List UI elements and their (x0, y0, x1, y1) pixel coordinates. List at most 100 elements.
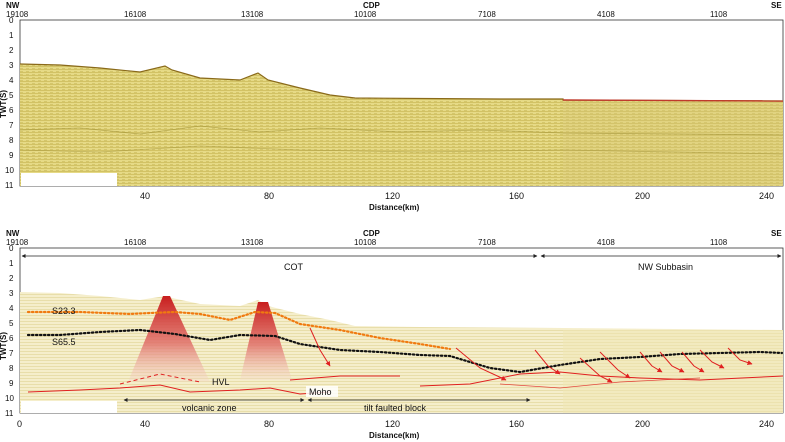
bottom-y-tick: 2 (9, 274, 14, 283)
fault-line (534, 349, 561, 375)
bottom-cdp-title: CDP (363, 229, 381, 238)
bottom-blank-area (21, 401, 117, 413)
fault-line (727, 347, 753, 365)
volcano-right (240, 302, 292, 380)
top-deep-shading (563, 100, 783, 186)
top-cdp-tick: 19108 (6, 10, 29, 19)
bottom-y-title: TWT(S) (0, 332, 8, 360)
top-y-tick: 2 (9, 46, 14, 55)
top-y-tick: 3 (9, 61, 14, 70)
bottom-cdp-tick: 10108 (354, 238, 377, 247)
fault-line (309, 327, 331, 367)
top-y-tick: 5 (9, 91, 14, 100)
bottom-x-tick: 240 (759, 419, 774, 429)
top-cdp-tick: 7108 (478, 10, 496, 19)
bottom-cdp-tick: 7108 (478, 238, 496, 247)
bottom-deep-shading (563, 330, 783, 413)
top-y-axis: 0 1 2 3 4 5 6 7 8 9 10 11 TWT(S) (0, 16, 14, 190)
bottom-y-tick: 3 (9, 289, 14, 298)
hvl-right-line (289, 375, 400, 381)
bottom-y-tick: 5 (9, 319, 14, 328)
horizon-s23 (26, 310, 452, 351)
top-blank-area (21, 173, 117, 186)
fault-line (579, 357, 613, 383)
s65-label: S65.5 (52, 337, 76, 347)
top-y-tick: 7 (9, 121, 14, 130)
basement-reflector (419, 371, 784, 387)
top-y-tick: 0 (9, 16, 14, 25)
bottom-nw-label: NW (6, 229, 20, 238)
bottom-y-tick: 10 (5, 394, 14, 403)
top-cdp-tick: 4108 (597, 10, 615, 19)
bottom-y-tick: 8 (9, 364, 14, 373)
moho-label-bg (306, 386, 338, 397)
bottom-y-tick: 1 (9, 259, 14, 268)
top-seismic-section (20, 64, 783, 186)
horizon-s65 (26, 328, 784, 374)
bottom-x-title: Distance(km) (369, 431, 420, 440)
top-cdp-tick: 10108 (354, 10, 377, 19)
bottom-x-tick: 200 (635, 419, 650, 429)
cot-label: COT (284, 262, 304, 272)
bottom-y-tick: 6 (9, 334, 14, 343)
volcanic-zone-label: volcanic zone (182, 403, 237, 413)
top-x-title: Distance(km) (369, 203, 420, 212)
bottom-se-label: SE (771, 229, 782, 238)
top-seafloor (19, 63, 784, 102)
top-cdp-tick: 13108 (241, 10, 264, 19)
bottom-x-tick: 80 (264, 419, 274, 429)
bottom-x-tick: 120 (385, 419, 400, 429)
s23-label: S23.3 (52, 306, 76, 316)
top-cdp-tick: 1108 (710, 10, 728, 19)
bottom-y-tick: 4 (9, 304, 14, 313)
bottom-cdp-tick: 4108 (597, 238, 615, 247)
deep-red-reflector (27, 384, 331, 395)
top-reflector (19, 125, 784, 136)
top-y-tick: 1 (9, 31, 14, 40)
top-nw-label: NW (6, 1, 20, 10)
bottom-x-tick: 160 (509, 419, 524, 429)
fault-line (659, 351, 685, 373)
top-x-tick: 80 (264, 191, 274, 201)
top-reflector (19, 145, 784, 155)
top-x-tick: 240 (759, 191, 774, 201)
fault-line (681, 351, 705, 373)
basement-reflector-lower (499, 377, 701, 389)
fault-line (699, 349, 725, 369)
top-y-title: TWT(S) (0, 90, 8, 118)
bottom-cdp-tick: 1108 (710, 238, 728, 247)
top-x-tick: 120 (385, 191, 400, 201)
top-x-axis: 40 80 120 160 200 240 Distance(km) (140, 191, 774, 212)
bottom-x-tick: 40 (140, 419, 150, 429)
top-panel: NW SE CDP 19108 16108 13108 10108 7108 4… (0, 1, 784, 212)
bottom-x-axis: 0 40 80 120 160 200 240 Distance(km) (17, 419, 774, 440)
top-se-label: SE (771, 1, 782, 10)
top-y-tick: 10 (5, 166, 14, 175)
top-cdp-tick: 16108 (124, 10, 147, 19)
top-y-tick: 6 (9, 106, 14, 115)
bottom-y-tick: 9 (9, 379, 14, 388)
top-y-tick: 11 (5, 181, 14, 190)
bottom-panel: NW SE CDP 19108 16108 13108 10108 7108 4… (0, 229, 784, 440)
top-x-tick: 160 (509, 191, 524, 201)
top-seafloor-red (562, 99, 784, 102)
top-y-tick: 9 (9, 151, 14, 160)
hvl-label: HVL (212, 377, 230, 387)
top-x-tick: 200 (635, 191, 650, 201)
moho-label: Moho (309, 387, 332, 397)
tilt-block-label: tilt faulted block (364, 403, 427, 413)
volcano-left (128, 296, 210, 382)
bottom-y-axis: 0 1 2 3 4 5 6 7 8 9 10 11 TWT(S) (0, 244, 14, 418)
top-cdp-title: CDP (363, 1, 381, 10)
top-x-tick: 40 (140, 191, 150, 201)
bottom-cdp-tick: 16108 (124, 238, 147, 247)
fault-line (639, 351, 663, 373)
bottom-cdp-tick: 13108 (241, 238, 264, 247)
fault-line (599, 351, 631, 379)
top-y-tick: 8 (9, 136, 14, 145)
bottom-cdp-tick: 19108 (6, 238, 29, 247)
nw-subbasin-label: NW Subbasin (638, 262, 693, 272)
bottom-x-tick: 0 (17, 419, 22, 429)
bottom-y-tick: 7 (9, 349, 14, 358)
